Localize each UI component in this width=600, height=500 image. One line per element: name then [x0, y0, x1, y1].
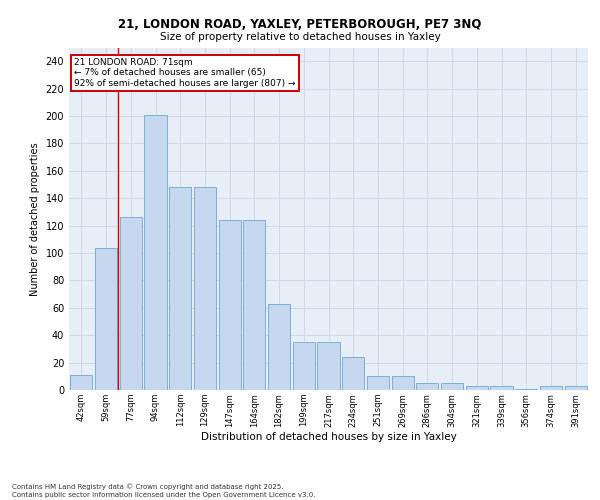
Bar: [540, 386, 562, 390]
Y-axis label: Number of detached properties: Number of detached properties: [30, 142, 40, 296]
Bar: [243, 220, 265, 390]
Text: 21, LONDON ROAD, YAXLEY, PETERBOROUGH, PE7 3NQ: 21, LONDON ROAD, YAXLEY, PETERBOROUGH, P…: [118, 18, 482, 30]
Bar: [342, 357, 364, 390]
Bar: [95, 248, 117, 390]
Bar: [119, 218, 142, 390]
Bar: [317, 342, 340, 390]
Text: Size of property relative to detached houses in Yaxley: Size of property relative to detached ho…: [160, 32, 440, 42]
Text: Contains HM Land Registry data © Crown copyright and database right 2025.
Contai: Contains HM Land Registry data © Crown c…: [12, 484, 316, 498]
Bar: [70, 375, 92, 390]
X-axis label: Distribution of detached houses by size in Yaxley: Distribution of detached houses by size …: [200, 432, 457, 442]
Bar: [490, 386, 512, 390]
Bar: [194, 187, 216, 390]
Bar: [441, 383, 463, 390]
Bar: [392, 376, 414, 390]
Bar: [367, 376, 389, 390]
Bar: [268, 304, 290, 390]
Bar: [169, 187, 191, 390]
Bar: [416, 383, 439, 390]
Bar: [466, 386, 488, 390]
Bar: [218, 220, 241, 390]
Bar: [515, 388, 538, 390]
Bar: [565, 386, 587, 390]
Bar: [145, 114, 167, 390]
Bar: [293, 342, 315, 390]
Text: 21 LONDON ROAD: 71sqm
← 7% of detached houses are smaller (65)
92% of semi-detac: 21 LONDON ROAD: 71sqm ← 7% of detached h…: [74, 58, 296, 88]
